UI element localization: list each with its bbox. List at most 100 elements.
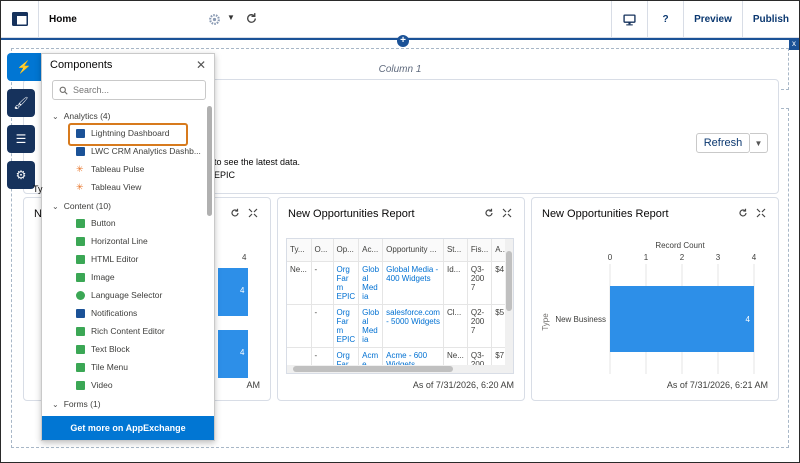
bar[interactable]: [218, 330, 248, 378]
card-title: New Opportunities Report: [542, 208, 669, 220]
report-card-chart[interactable]: New Opportunities Report Record Count 0 1…: [531, 197, 779, 401]
table-cell: Q3- 200 7: [467, 261, 493, 305]
report-card-table[interactable]: New Opportunities Report Ty... O... Op..…: [277, 197, 525, 401]
table-link[interactable]: Org Far m EPIC: [333, 261, 360, 305]
column-header[interactable]: Ty...: [287, 239, 312, 262]
tile-menu-icon: [76, 362, 85, 372]
component-html-editor[interactable]: HTML Editor: [42, 250, 208, 268]
refresh-menu-button[interactable]: ▼: [750, 133, 768, 153]
theme-tab[interactable]: 🖌: [7, 89, 35, 117]
panel-header: Components ✕: [42, 54, 214, 76]
table-link[interactable]: Glob al Med ia: [358, 261, 384, 305]
preview-button[interactable]: Preview: [683, 1, 742, 38]
help-button[interactable]: ?: [647, 1, 683, 38]
group-label: Analytics (4): [63, 111, 111, 121]
column-header[interactable]: St...: [443, 239, 468, 262]
component-label: Tableau Pulse: [91, 164, 145, 174]
table-link[interactable]: Global Media - 400 Widgets: [382, 261, 444, 305]
component-label: Horizontal Line: [91, 236, 148, 246]
chevron-down-icon: ⌄: [52, 111, 59, 121]
close-icon[interactable]: ✕: [195, 58, 206, 72]
column-header[interactable]: O...: [311, 239, 334, 262]
component-text-block[interactable]: Text Block: [42, 340, 208, 358]
app-menu-button[interactable]: [1, 0, 39, 38]
close-section-icon[interactable]: x: [789, 38, 799, 50]
x-tick-label: 4: [752, 253, 757, 262]
bar[interactable]: [218, 268, 248, 316]
component-tableau-view[interactable]: ✳ Tableau View: [42, 178, 208, 196]
table-link[interactable]: salesforce.com - 5000 Widgets: [382, 304, 444, 348]
refresh-button[interactable]: Refresh: [696, 133, 750, 153]
component-label: Text Block: [91, 344, 130, 354]
components-tab[interactable]: ⚡: [7, 53, 41, 81]
card-timestamp: AM: [246, 380, 261, 390]
bar[interactable]: [610, 286, 754, 352]
search-icon: [59, 86, 68, 95]
table-cell: Q2- 200 7: [467, 304, 493, 348]
component-label: Button: [91, 218, 116, 228]
component-language-selector[interactable]: Language Selector: [42, 286, 208, 304]
card-icons: [485, 208, 512, 218]
line-icon: [76, 236, 85, 246]
table-row: - Org Far m EPIC Glob al Med ia salesfor…: [287, 304, 512, 348]
component-list: ⌄ Analytics (4) Lightning Dashboard LWC …: [42, 106, 208, 416]
component-tile-menu[interactable]: Tile Menu: [42, 358, 208, 376]
device-preview-button[interactable]: [611, 1, 647, 38]
component-label: Tableau View: [91, 182, 142, 192]
add-section-top-icon[interactable]: +: [397, 35, 409, 47]
page-structure-tab[interactable]: ☰: [7, 125, 35, 153]
axis-tick: 4: [242, 253, 247, 262]
table-horizontal-scrollbar[interactable]: [287, 365, 513, 373]
card-title: New Opportunities Report: [288, 208, 415, 220]
report-table[interactable]: Ty... O... Op... Ac... Opportunity ... S…: [286, 238, 514, 374]
publish-button[interactable]: Publish: [741, 1, 799, 38]
dashboard-icon: [76, 128, 85, 138]
component-horizontal-line[interactable]: Horizontal Line: [42, 232, 208, 250]
table-cell: Ne...: [287, 261, 312, 305]
group-content[interactable]: ⌄ Content (10): [42, 198, 208, 214]
component-search[interactable]: [52, 80, 206, 100]
x-tick-label: 0: [608, 253, 613, 262]
text-block-icon: [76, 344, 85, 354]
component-label: Tile Menu: [91, 362, 129, 372]
column-header[interactable]: Opportunity ...: [382, 239, 444, 262]
html-icon: [76, 254, 85, 264]
components-panel: Components ✕ ⌄ Analytics (4) Lightning D…: [41, 53, 215, 441]
search-input[interactable]: [73, 85, 203, 95]
component-notifications[interactable]: Notifications: [42, 304, 208, 322]
gear-icon[interactable]: [208, 13, 221, 26]
component-button[interactable]: Button: [42, 214, 208, 232]
component-lwc-crm-analytics-dashboard[interactable]: LWC CRM Analytics Dashb...: [42, 142, 208, 160]
appexchange-button[interactable]: Get more on AppExchange: [42, 416, 214, 440]
panel-scrollbar[interactable]: [207, 106, 212, 416]
column-header[interactable]: Ac...: [358, 239, 384, 262]
component-video[interactable]: Video: [42, 376, 208, 394]
refresh-hint-text: to see the latest data.: [214, 157, 301, 167]
table-link[interactable]: Glob al Med ia: [358, 304, 384, 348]
page-title: Home: [49, 13, 77, 25]
builder-header: Home ▼ ? Preview Publish: [1, 0, 799, 38]
component-rich-content-editor[interactable]: Rich Content Editor: [42, 322, 208, 340]
language-icon: [76, 290, 85, 300]
component-lightning-dashboard[interactable]: Lightning Dashboard: [42, 123, 208, 146]
settings-tab[interactable]: ⚙: [7, 161, 35, 189]
column-header[interactable]: Op...: [333, 239, 360, 262]
lightning-bolt-icon: ⚡: [16, 60, 32, 74]
table-vertical-scrollbar[interactable]: [505, 239, 513, 373]
image-icon: [76, 272, 85, 282]
component-image[interactable]: Image: [42, 268, 208, 286]
table-cell: -: [311, 261, 334, 305]
chevron-down-icon: ⌄: [52, 201, 59, 211]
component-tableau-pulse[interactable]: ✳ Tableau Pulse: [42, 160, 208, 178]
column-header[interactable]: Fis...: [467, 239, 493, 262]
refresh-icon[interactable]: [245, 12, 258, 25]
bar-value-label: 4: [240, 348, 245, 357]
chevron-down-icon[interactable]: ▼: [227, 13, 235, 22]
table-link[interactable]: Org Far m EPIC: [333, 304, 360, 348]
group-forms[interactable]: ⌄ Forms (1): [42, 396, 208, 412]
table-row: Ne... - Org Far m EPIC Glob al Med ia Gl…: [287, 261, 512, 305]
rich-text-icon: [76, 326, 85, 336]
column-label: Column 1: [378, 63, 422, 75]
bar-value-label: 4: [240, 286, 245, 295]
group-analytics[interactable]: ⌄ Analytics (4): [42, 108, 208, 124]
